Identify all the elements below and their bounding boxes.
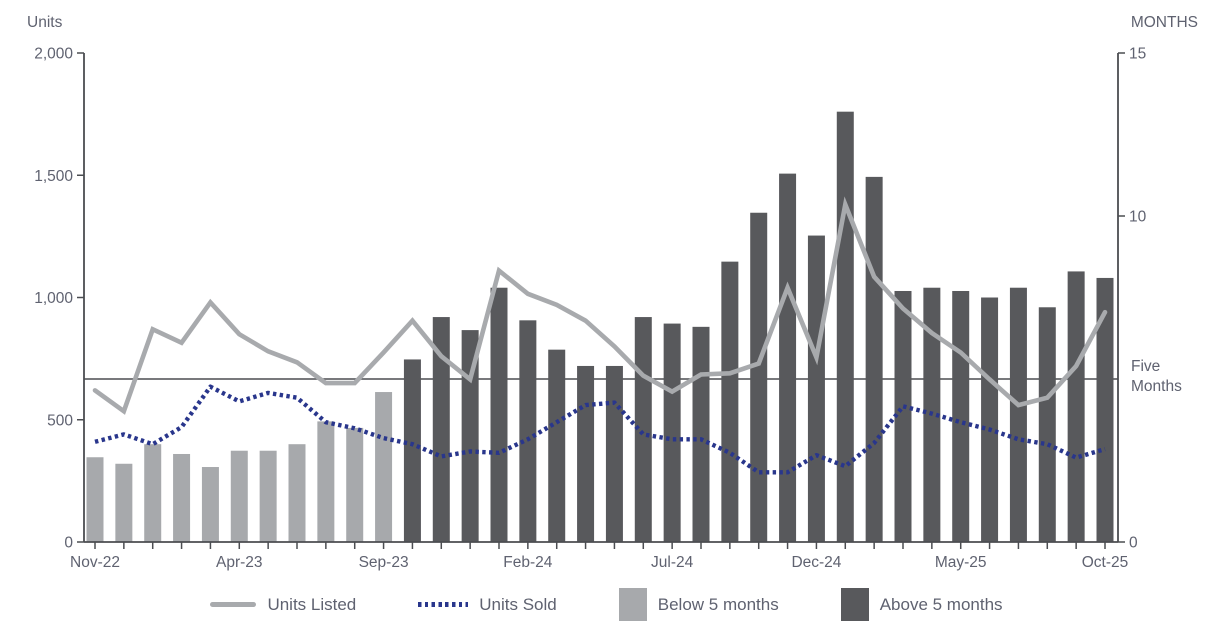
legend-item-above-5-months: Above 5 months xyxy=(840,588,1003,621)
right-axis-title: MONTHS xyxy=(1131,14,1198,31)
above-5-months-bar-Mar-25 xyxy=(894,290,912,542)
above-5-months-bar-Feb-24 xyxy=(519,320,537,542)
below-5-months-bar-Mar-23 xyxy=(201,467,219,542)
above-5-months-bar-Jan-24 xyxy=(490,287,508,542)
right-axis-tick-label: 0 xyxy=(1129,535,1138,552)
legend-label-below-5-months: Below 5 months xyxy=(657,594,779,614)
below-5-months-bar-Apr-23 xyxy=(230,450,248,542)
below-5-months-bar-Nov-22 xyxy=(86,457,104,542)
left-axis-tick-label: 1,000 xyxy=(34,290,73,307)
x-axis-tick-label: Oct-25 xyxy=(1082,554,1129,571)
left-axis-tick-label: 500 xyxy=(47,412,73,429)
above-5-months-bar-Oct-24 xyxy=(750,212,768,543)
left-axis-tick-label: 0 xyxy=(64,535,73,552)
above-5-months-bar-Feb-25 xyxy=(865,176,883,542)
x-axis-tick-label: Jul-24 xyxy=(651,554,694,571)
below-5-months-swatch xyxy=(618,588,647,621)
above-5-months-bar-Jul-24 xyxy=(663,323,681,542)
legend-label-units-listed: Units Listed xyxy=(267,594,357,614)
left-axis-title: Units xyxy=(27,14,63,31)
above-5-months-bar-Aug-24 xyxy=(692,326,710,542)
x-axis-tick-label: Dec-24 xyxy=(791,554,841,571)
below-5-months-bar-Aug-23 xyxy=(346,427,364,542)
units-sold-dotted-swatch xyxy=(418,602,469,607)
above-5-months-bar-Nov-23 xyxy=(432,317,450,542)
below-5-months-bar-Dec-22 xyxy=(115,463,133,542)
above-5-months-bar-Aug-25 xyxy=(1038,307,1056,542)
above-5-months-bar-Mar-24 xyxy=(548,349,566,542)
above-5-months-bar-Jan-25 xyxy=(836,111,854,543)
legend-label-units-sold: Units Sold xyxy=(479,594,557,614)
right-axis-tick-label: 10 xyxy=(1129,209,1147,226)
units-sold-dotted-line xyxy=(94,384,1106,475)
below-5-months-bar-Jul-23 xyxy=(317,421,335,542)
right-axis-tick-label: 15 xyxy=(1129,46,1146,63)
legend-label-above-5-months: Above 5 months xyxy=(879,594,1003,614)
x-axis-tick-label: Nov-22 xyxy=(70,554,120,571)
above-5-months-bar-May-25 xyxy=(952,290,970,542)
x-axis-tick-label: Sep-23 xyxy=(359,554,409,571)
five-months-annotation: Months xyxy=(1131,378,1182,395)
five-months-annotation: Five xyxy=(1131,358,1160,375)
legend: Units Listed Units Sold Below 5 months A… xyxy=(0,572,1213,637)
above-5-months-bar-Dec-23 xyxy=(461,330,479,542)
above-5-months-bar-Dec-24 xyxy=(807,235,825,542)
above-5-months-swatch xyxy=(840,588,869,621)
chart-canvas: 0 500 1,000 1,500 2,000 0 10 15 Nov-22 Apr-23 Sep-… xyxy=(27,14,1198,571)
legend-item-units-listed: Units Listed xyxy=(210,595,356,615)
above-5-months-bar-May-24 xyxy=(605,365,623,542)
x-axis-tick-label: May-25 xyxy=(935,554,987,571)
units-listed-line-swatch xyxy=(210,602,257,607)
above-5-months-bar-Sep-24 xyxy=(721,261,739,542)
below-5-months-bar-Sep-23 xyxy=(375,392,393,542)
above-5-months-bar-Jun-25 xyxy=(981,297,999,542)
left-axis-tick-label: 2,000 xyxy=(34,46,73,63)
below-5-months-bar-Feb-23 xyxy=(173,453,191,542)
legend-item-units-sold: Units Sold xyxy=(418,594,557,615)
below-5-months-bar-Jun-23 xyxy=(288,444,306,542)
above-5-months-bar-Sep-25 xyxy=(1067,271,1085,542)
above-5-months-bar-Jul-25 xyxy=(1009,287,1027,542)
below-5-months-bar-May-23 xyxy=(259,450,277,542)
x-axis-tick-label: Feb-24 xyxy=(503,554,552,571)
legend-item-below-5-months: Below 5 months xyxy=(618,588,779,621)
units-listed-line xyxy=(92,196,1108,415)
left-axis-tick-label: 1,500 xyxy=(34,168,73,185)
above-5-months-bar-Apr-24 xyxy=(577,365,595,542)
above-5-months-bar-Oct-23 xyxy=(403,359,421,542)
x-axis-tick-label: Apr-23 xyxy=(216,554,263,571)
above-5-months-bar-Nov-24 xyxy=(779,173,797,542)
above-5-months-bar-Oct-25 xyxy=(1096,277,1114,542)
below-5-months-bar-Jan-23 xyxy=(144,444,162,542)
